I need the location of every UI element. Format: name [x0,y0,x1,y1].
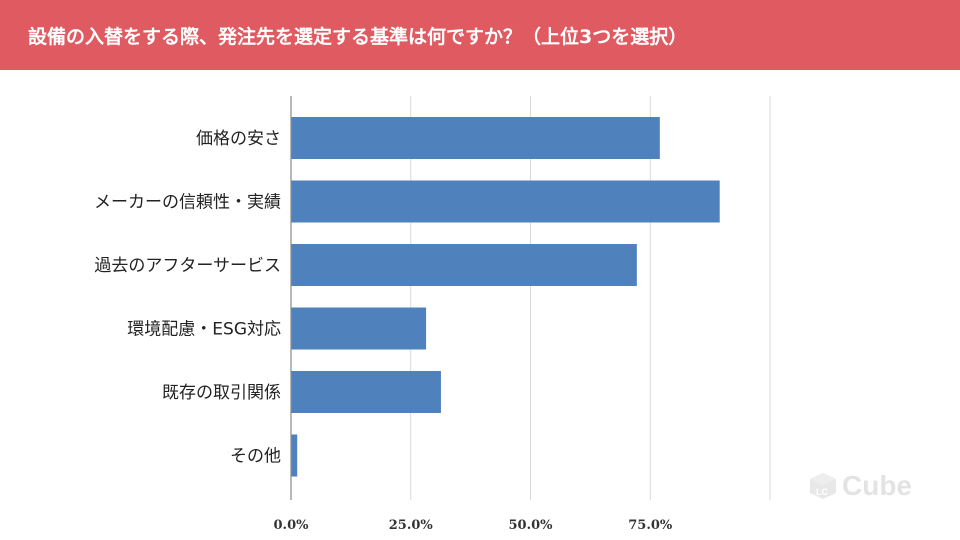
header-bar: 設備の入替をする際、発注先を選定する基準は何ですか？（上位3つを選択） [0,0,960,70]
svg-text:LC: LC [816,487,828,497]
bar [291,371,441,413]
category-label: 過去のアフターサービス [94,256,281,276]
category-label: その他 [230,447,281,467]
bar-chart: 価格の安さメーカーの信頼性・実績過去のアフターサービス環境配慮・ESG対応既存の… [94,96,771,533]
x-tick-label: 0.0% [274,518,310,533]
bar [291,180,720,223]
x-tick-label: 50.0% [508,518,553,533]
category-label: 価格の安さ [196,129,281,149]
watermark-text: Cube [842,470,912,501]
x-tick-label: 75.0% [628,518,673,533]
page-title: 設備の入替をする際、発注先を選定する基準は何ですか？（上位3つを選択） [28,25,688,48]
bar [291,307,427,350]
lc-cube-logo-icon: LC [810,473,836,499]
bar [291,434,298,477]
x-tick-label: 25.0% [389,518,434,533]
watermark: LC Cube [808,470,912,502]
bar [291,117,660,159]
category-label: 既存の取引関係 [162,383,281,403]
bar [291,244,637,286]
category-label: 環境配慮・ESG対応 [127,320,281,340]
category-label: メーカーの信頼性・実績 [94,193,281,213]
